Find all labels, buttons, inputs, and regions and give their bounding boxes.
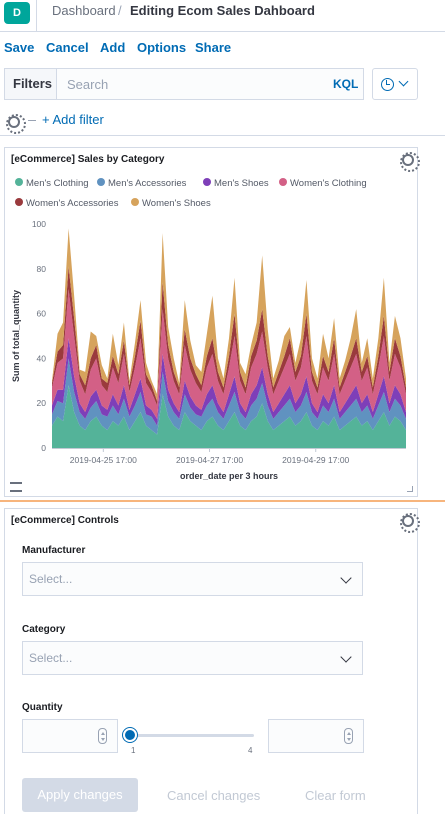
clock-icon bbox=[381, 78, 394, 91]
manufacturer-select[interactable]: Select... bbox=[22, 562, 363, 596]
category-select[interactable]: Select... bbox=[22, 641, 363, 675]
breadcrumb-dashboard[interactable]: Dashboard bbox=[52, 3, 116, 18]
x-tick-label: 2019-04-25 17:00 bbox=[70, 455, 137, 465]
y-tick-label: 80 bbox=[37, 264, 47, 274]
add-filter-button[interactable]: + Add filter bbox=[42, 112, 104, 127]
quantity-max-input[interactable] bbox=[268, 719, 364, 753]
clear-form-button[interactable]: Clear form bbox=[305, 788, 366, 803]
series-area bbox=[52, 358, 406, 435]
quantity-label: Quantity bbox=[22, 702, 63, 713]
legend-entry: Women's Clothing bbox=[290, 178, 367, 189]
x-tick-label: 2019-04-27 17:00 bbox=[176, 455, 243, 465]
sales-area-chart: Men's Clothing Men's Accessories Men's Sho… bbox=[11, 178, 406, 481]
panel-options-gear-icon[interactable] bbox=[400, 513, 420, 533]
filters-label: Filters bbox=[4, 68, 56, 100]
series-area bbox=[52, 385, 406, 448]
resize-handle-icon[interactable] bbox=[407, 486, 413, 492]
filter-divider bbox=[28, 120, 36, 121]
legend-entry: Men's Clothing bbox=[26, 178, 89, 189]
breadcrumb-current: Editing Ecom Sales Dahboard bbox=[130, 3, 315, 18]
chevron-down-icon bbox=[398, 76, 409, 87]
sales-by-category-panel: [eCommerce] Sales by Category Men's Clot… bbox=[4, 147, 420, 497]
legend-swatch bbox=[15, 178, 23, 186]
panel-title: [eCommerce] Sales by Category bbox=[11, 154, 165, 165]
legend-toggle-icon[interactable] bbox=[10, 482, 22, 492]
cancel-button[interactable]: Cancel bbox=[46, 40, 89, 55]
panel-title: [eCommerce] Controls bbox=[11, 515, 119, 526]
x-axis-label: order_date per 3 hours bbox=[180, 471, 278, 481]
stepper-icon[interactable] bbox=[98, 728, 107, 744]
manufacturer-select-placeholder: Select... bbox=[29, 572, 73, 586]
add-button[interactable]: Add bbox=[100, 40, 126, 55]
apply-changes-button[interactable]: Apply changes bbox=[22, 778, 138, 812]
app-logo-icon[interactable]: D bbox=[4, 2, 30, 24]
legend-entry: Women's Shoes bbox=[142, 198, 211, 209]
x-tick-label: 2019-04-29 17:00 bbox=[282, 455, 349, 465]
stepper-icon[interactable] bbox=[344, 728, 353, 744]
search-input[interactable] bbox=[56, 68, 364, 100]
filter-settings-gear-icon[interactable] bbox=[6, 114, 26, 134]
share-button[interactable]: Share bbox=[195, 40, 232, 55]
series-area bbox=[52, 288, 406, 419]
legend-entry: Men's Shoes bbox=[214, 178, 269, 189]
kql-toggle[interactable]: KQL bbox=[333, 77, 359, 91]
quantity-range-thumb[interactable] bbox=[123, 728, 137, 742]
range-min-label: 1 bbox=[131, 746, 136, 755]
legend-swatch bbox=[97, 178, 105, 186]
legend-entry: Men's Accessories bbox=[108, 178, 187, 189]
legend-swatch bbox=[131, 198, 139, 206]
legend-entry: Women's Accessories bbox=[26, 198, 119, 209]
add-filter-row: + Add filter bbox=[0, 104, 445, 136]
quantity-min-input[interactable] bbox=[22, 719, 118, 753]
quantity-range-track[interactable] bbox=[128, 734, 254, 737]
panel-drop-divider bbox=[0, 500, 445, 502]
y-tick-label: 20 bbox=[37, 398, 47, 408]
save-button[interactable]: Save bbox=[4, 40, 35, 55]
options-button[interactable]: Options bbox=[137, 40, 187, 55]
y-tick-label: 40 bbox=[37, 353, 47, 363]
cancel-changes-button[interactable]: Cancel changes bbox=[167, 788, 261, 803]
legend-swatch bbox=[15, 198, 23, 206]
category-label: Category bbox=[22, 624, 66, 635]
top-nav-menu: Save Cancel Add Options Share bbox=[0, 33, 445, 63]
range-max-label: 4 bbox=[248, 746, 253, 755]
y-tick-label: 60 bbox=[37, 309, 47, 319]
panel-options-gear-icon[interactable] bbox=[400, 152, 420, 172]
legend-swatch bbox=[279, 178, 287, 186]
chevron-down-icon bbox=[340, 572, 352, 584]
filter-bar: Filters KQL bbox=[0, 66, 445, 102]
y-axis-label: Sum of total_quantity bbox=[11, 290, 21, 382]
topbar-divider bbox=[36, 0, 37, 32]
breadcrumb-separator: / bbox=[118, 3, 122, 18]
legend-swatch bbox=[203, 178, 211, 186]
top-bar: D Dashboard / Editing Ecom Sales Dahboar… bbox=[0, 0, 445, 32]
chevron-down-icon bbox=[340, 651, 352, 663]
manufacturer-label: Manufacturer bbox=[22, 545, 86, 556]
y-tick-label: 0 bbox=[41, 443, 46, 453]
y-tick-label: 100 bbox=[32, 219, 46, 229]
time-picker-button[interactable] bbox=[372, 68, 418, 100]
category-select-placeholder: Select... bbox=[29, 651, 73, 665]
